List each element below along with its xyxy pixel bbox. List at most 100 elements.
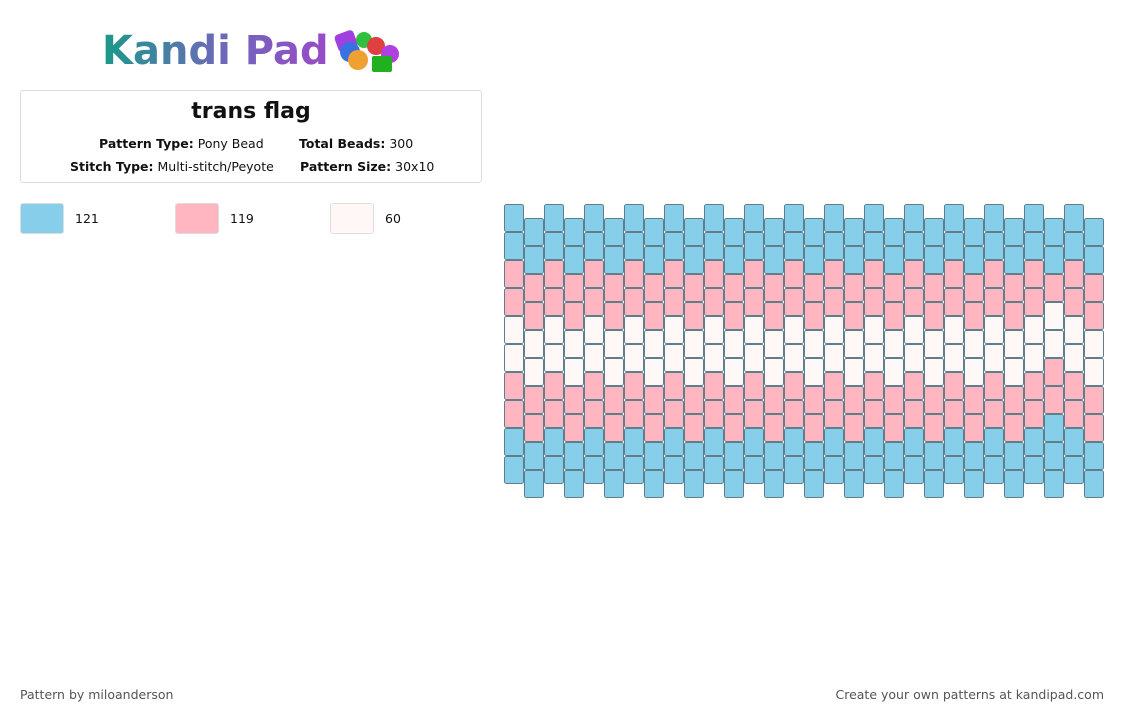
bead bbox=[844, 386, 864, 414]
bead bbox=[844, 414, 864, 442]
bead bbox=[704, 344, 724, 372]
bead bbox=[504, 260, 524, 288]
bead bbox=[524, 358, 544, 386]
color-count: 119 bbox=[230, 211, 254, 226]
bead bbox=[1004, 218, 1024, 246]
bead bbox=[564, 358, 584, 386]
bead bbox=[604, 330, 624, 358]
bead bbox=[884, 218, 904, 246]
bead bbox=[964, 218, 984, 246]
bead bbox=[704, 204, 724, 232]
bead bbox=[784, 204, 804, 232]
bead bbox=[1004, 414, 1024, 442]
bead bbox=[1064, 316, 1084, 344]
bead bbox=[604, 218, 624, 246]
bead bbox=[864, 316, 884, 344]
bead bbox=[624, 316, 644, 344]
bead bbox=[724, 358, 744, 386]
bead bbox=[804, 358, 824, 386]
bead bbox=[1044, 246, 1064, 274]
bead bbox=[784, 316, 804, 344]
bead bbox=[784, 372, 804, 400]
bead bbox=[864, 232, 884, 260]
bead bbox=[1084, 218, 1104, 246]
bead bbox=[764, 302, 784, 330]
color-swatch[interactable] bbox=[175, 203, 219, 234]
bead bbox=[1024, 456, 1044, 484]
bead bbox=[664, 288, 684, 316]
bead bbox=[1044, 386, 1064, 414]
bead bbox=[544, 400, 564, 428]
bead bbox=[524, 218, 544, 246]
bead bbox=[1064, 288, 1084, 316]
bead bbox=[824, 316, 844, 344]
bead bbox=[1004, 442, 1024, 470]
bead bbox=[964, 246, 984, 274]
bead bbox=[984, 428, 1004, 456]
field: Pattern Type: Pony Bead bbox=[99, 136, 264, 151]
bead bbox=[684, 302, 704, 330]
bead bbox=[584, 428, 604, 456]
bead bbox=[524, 414, 544, 442]
bead bbox=[504, 344, 524, 372]
color-swatch[interactable] bbox=[330, 203, 374, 234]
bead bbox=[664, 316, 684, 344]
bead bbox=[744, 316, 764, 344]
bead bbox=[904, 344, 924, 372]
footer-link[interactable]: Create your own patterns at kandipad.com bbox=[835, 687, 1104, 702]
bead bbox=[884, 330, 904, 358]
bead bbox=[564, 386, 584, 414]
footer-credit: Pattern by miloanderson bbox=[20, 687, 174, 702]
bead bbox=[804, 330, 824, 358]
bead bbox=[824, 456, 844, 484]
bead bbox=[884, 358, 904, 386]
bead bbox=[1044, 218, 1064, 246]
bead bbox=[564, 218, 584, 246]
bead bbox=[704, 316, 724, 344]
bead bbox=[1044, 302, 1064, 330]
bead bbox=[1084, 414, 1104, 442]
field-label: Total Beads: bbox=[299, 136, 386, 151]
bead bbox=[604, 442, 624, 470]
bead bbox=[824, 428, 844, 456]
bead bbox=[564, 246, 584, 274]
color-swatch[interactable] bbox=[20, 203, 64, 234]
bead bbox=[584, 456, 604, 484]
bead bbox=[944, 456, 964, 484]
bead bbox=[504, 428, 524, 456]
bead bbox=[784, 232, 804, 260]
bead bbox=[924, 442, 944, 470]
bead bbox=[964, 274, 984, 302]
bead bbox=[524, 274, 544, 302]
bead bbox=[564, 414, 584, 442]
bead bbox=[604, 246, 624, 274]
bead bbox=[684, 274, 704, 302]
bead bbox=[684, 330, 704, 358]
bead bbox=[784, 260, 804, 288]
bead bbox=[1044, 358, 1064, 386]
bead bbox=[504, 316, 524, 344]
bead bbox=[1004, 470, 1024, 498]
bead bbox=[864, 204, 884, 232]
bead bbox=[824, 288, 844, 316]
bead bbox=[1024, 204, 1044, 232]
bead bbox=[824, 372, 844, 400]
bead bbox=[544, 456, 564, 484]
field-value: Pony Bead bbox=[197, 136, 264, 151]
logo[interactable]: Kandi Pad bbox=[100, 24, 410, 76]
bead bbox=[764, 386, 784, 414]
bead bbox=[864, 288, 884, 316]
bead bbox=[604, 358, 624, 386]
bead bbox=[904, 400, 924, 428]
bead bbox=[684, 246, 704, 274]
bead bbox=[724, 302, 744, 330]
bead bbox=[804, 302, 824, 330]
bead bbox=[524, 302, 544, 330]
bead bbox=[544, 428, 564, 456]
bead bbox=[744, 260, 764, 288]
bead bbox=[944, 316, 964, 344]
bead bbox=[704, 288, 724, 316]
bead bbox=[604, 274, 624, 302]
bead bbox=[684, 470, 704, 498]
bead bbox=[944, 428, 964, 456]
